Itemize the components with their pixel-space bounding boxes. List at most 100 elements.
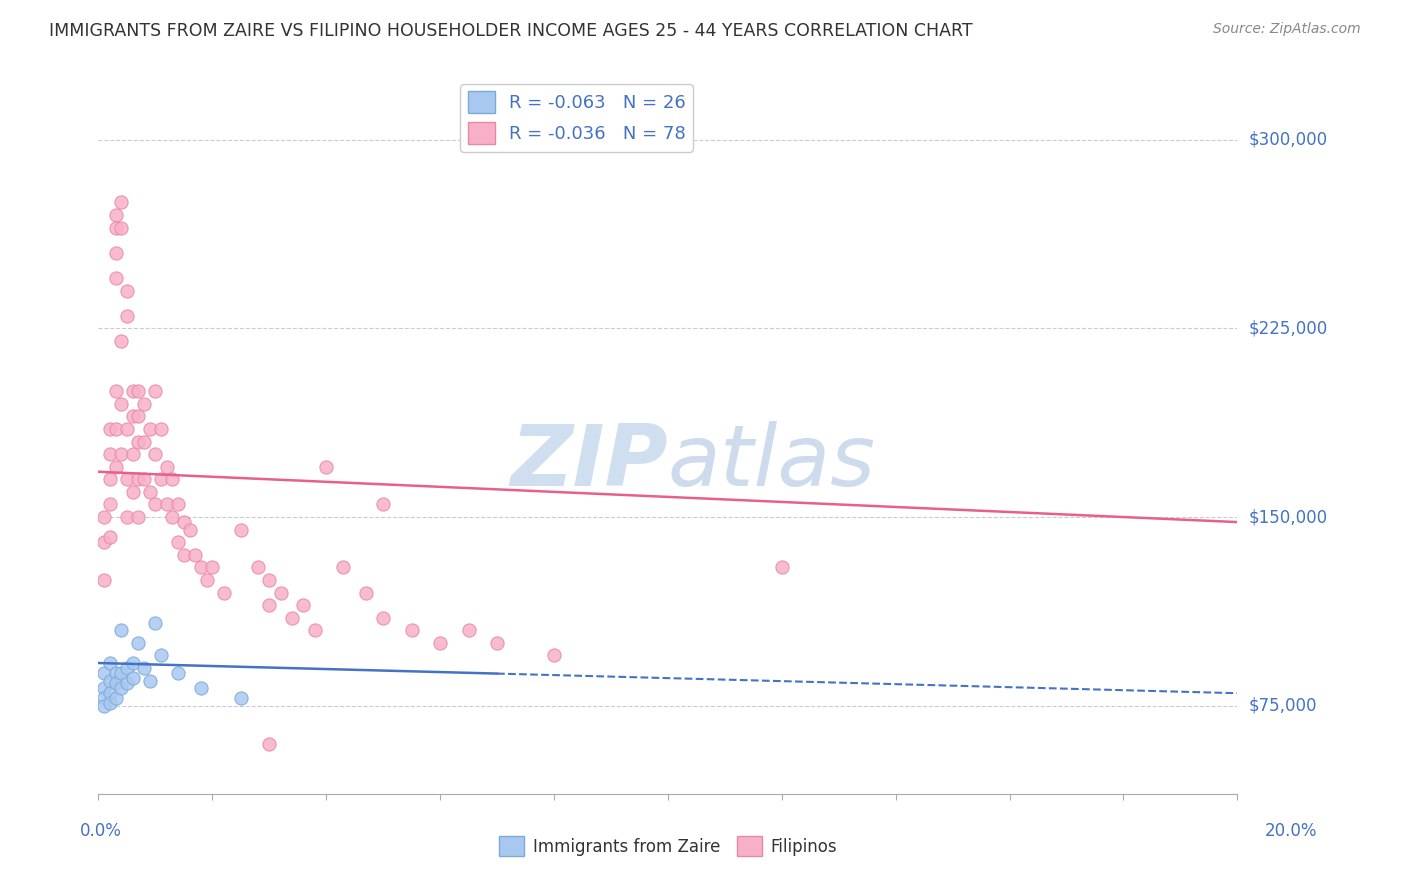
Point [292, 598, 315, 612]
Point [429, 636, 451, 650]
Point [304, 624, 326, 638]
Point [457, 624, 479, 638]
Legend: Immigrants from Zaire, Filipinos: Immigrants from Zaire, Filipinos [492, 830, 844, 863]
Point [110, 447, 132, 461]
Point [127, 384, 149, 399]
Point [229, 691, 252, 706]
Point [121, 671, 143, 685]
Text: $75,000: $75,000 [1249, 697, 1317, 714]
Point [98, 686, 121, 700]
Text: 0.0%: 0.0% [80, 822, 122, 840]
Point [93, 666, 115, 681]
Point [98, 422, 121, 436]
Point [156, 459, 179, 474]
Point [127, 434, 149, 449]
Point [201, 560, 224, 574]
Point [770, 560, 793, 574]
Point [115, 309, 138, 323]
Point [98, 472, 121, 486]
Point [98, 656, 121, 670]
Point [281, 611, 304, 625]
Point [259, 598, 281, 612]
Point [93, 681, 115, 696]
Point [173, 515, 195, 529]
Point [93, 535, 115, 549]
Point [121, 656, 143, 670]
Text: 20.0%: 20.0% [1264, 822, 1317, 840]
Point [104, 691, 127, 706]
Point [354, 585, 377, 599]
Point [195, 573, 218, 587]
Point [110, 220, 132, 235]
Point [104, 271, 127, 285]
Point [98, 673, 121, 688]
Point [373, 498, 395, 512]
Point [127, 409, 149, 424]
Point [212, 585, 235, 599]
Point [104, 422, 127, 436]
Point [115, 676, 138, 690]
Point [110, 397, 132, 411]
Point [259, 737, 281, 751]
Point [167, 535, 190, 549]
Point [132, 397, 155, 411]
Point [145, 498, 167, 512]
Point [115, 472, 138, 486]
Point [150, 648, 173, 663]
Point [110, 334, 132, 348]
Point [93, 698, 115, 713]
Point [98, 447, 121, 461]
Point [115, 661, 138, 675]
Point [401, 624, 423, 638]
Point [110, 666, 132, 681]
Point [138, 673, 160, 688]
Point [167, 498, 190, 512]
Point [93, 691, 115, 706]
Point [121, 484, 143, 499]
Point [184, 548, 207, 562]
Point [179, 523, 201, 537]
Point [132, 472, 155, 486]
Point [104, 220, 127, 235]
Point [115, 510, 138, 524]
Point [145, 615, 167, 630]
Point [543, 648, 565, 663]
Text: $225,000: $225,000 [1249, 319, 1327, 337]
Point [98, 696, 121, 710]
Point [156, 498, 179, 512]
Point [115, 284, 138, 298]
Point [150, 422, 173, 436]
Point [104, 459, 127, 474]
Point [98, 530, 121, 544]
Point [115, 422, 138, 436]
Point [93, 573, 115, 587]
Point [145, 447, 167, 461]
Point [110, 195, 132, 210]
Point [138, 484, 160, 499]
Point [127, 472, 149, 486]
Point [104, 208, 127, 222]
Point [162, 510, 184, 524]
Point [138, 422, 160, 436]
Point [190, 681, 212, 696]
Point [315, 459, 337, 474]
Text: IMMIGRANTS FROM ZAIRE VS FILIPINO HOUSEHOLDER INCOME AGES 25 - 44 YEARS CORRELAT: IMMIGRANTS FROM ZAIRE VS FILIPINO HOUSEH… [49, 22, 973, 40]
Point [150, 472, 173, 486]
Point [98, 498, 121, 512]
Point [132, 434, 155, 449]
Point [190, 560, 212, 574]
Point [132, 661, 155, 675]
Point [104, 245, 127, 260]
Point [104, 666, 127, 681]
Point [110, 624, 132, 638]
Point [332, 560, 354, 574]
Point [93, 510, 115, 524]
Point [110, 681, 132, 696]
Point [127, 636, 149, 650]
Point [167, 666, 190, 681]
Point [486, 636, 509, 650]
Point [121, 447, 143, 461]
Point [104, 676, 127, 690]
Text: Source: ZipAtlas.com: Source: ZipAtlas.com [1213, 22, 1361, 37]
Point [246, 560, 269, 574]
